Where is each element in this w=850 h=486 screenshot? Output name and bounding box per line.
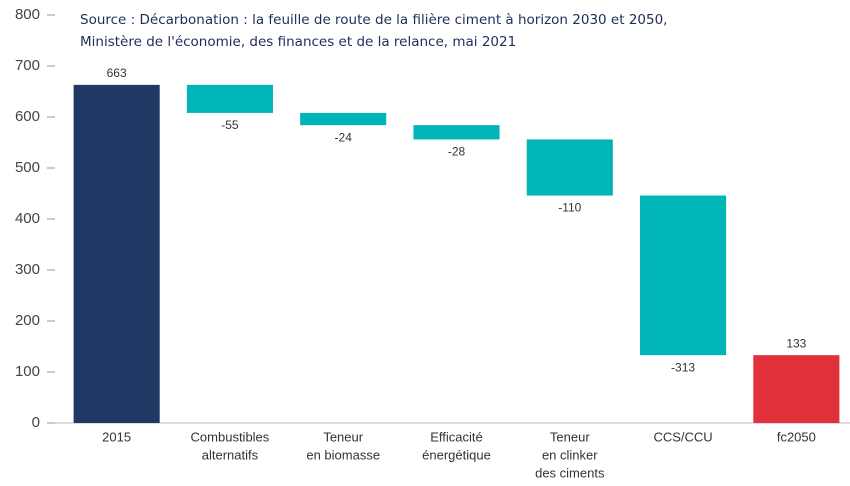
y-tick-label: 100 — [15, 363, 40, 380]
y-tick-label: 300 — [15, 261, 40, 278]
x-tick-label: Teneur — [550, 429, 590, 444]
y-tick-label: 600 — [15, 108, 40, 125]
bar — [413, 125, 500, 140]
x-tick-label: fc2050 — [777, 429, 816, 444]
bar — [640, 195, 727, 356]
x-tick-label: en biomasse — [306, 447, 380, 462]
bar — [186, 84, 273, 113]
source-line: Source : Décarbonation : la feuille de r… — [80, 12, 667, 28]
value-label: 663 — [107, 66, 127, 80]
value-label: -110 — [558, 201, 581, 215]
source-line: Ministère de l'économie, des finances et… — [80, 34, 516, 50]
x-tick-label: énergétique — [422, 447, 491, 462]
x-tick-label: Efficacité — [430, 429, 483, 444]
value-label: -28 — [448, 145, 466, 159]
y-tick-label: 500 — [15, 159, 40, 176]
x-tick-label: alternatifs — [202, 447, 259, 462]
x-tick-label: en clinker — [542, 447, 598, 462]
value-label: -55 — [221, 118, 239, 132]
value-label: -313 — [671, 360, 695, 374]
x-tick-label: Teneur — [323, 429, 363, 444]
bar — [300, 112, 387, 126]
y-tick-label: 800 — [15, 6, 40, 23]
bar — [73, 84, 160, 424]
value-label: -24 — [335, 130, 353, 144]
y-tick-label: 700 — [15, 57, 40, 74]
x-tick-label: 2015 — [102, 429, 131, 444]
y-tick-label: 0 — [32, 414, 40, 431]
bar — [526, 139, 613, 196]
x-tick-label: Combustibles — [191, 429, 270, 444]
y-tick-label: 200 — [15, 312, 40, 329]
y-tick-label: 400 — [15, 210, 40, 227]
bar — [753, 355, 840, 423]
x-tick-label: CCS/CCU — [653, 429, 712, 444]
x-tick-label: des ciments — [535, 465, 605, 480]
value-label: 133 — [786, 336, 806, 350]
